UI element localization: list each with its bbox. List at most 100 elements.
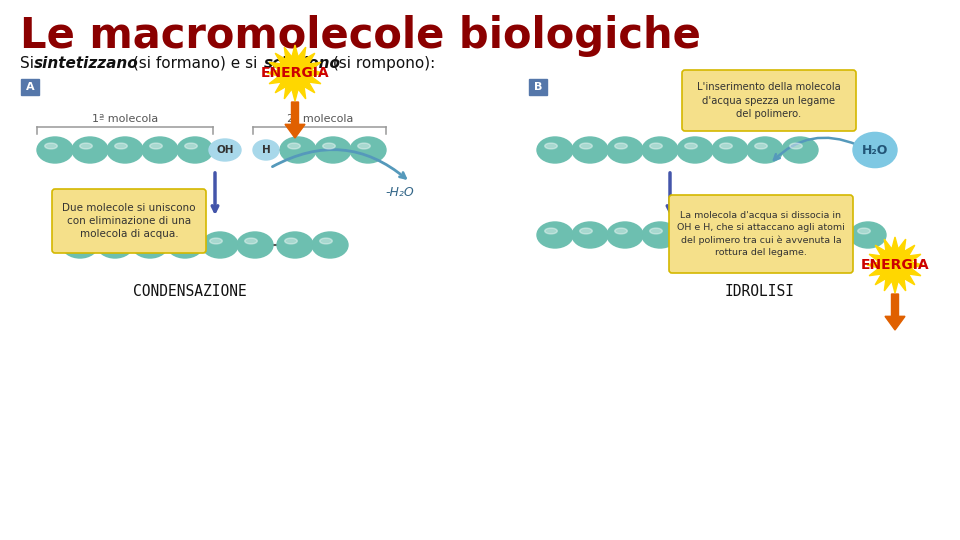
FancyBboxPatch shape: [682, 70, 856, 131]
Ellipse shape: [107, 137, 143, 163]
Text: OH: OH: [716, 230, 733, 240]
Ellipse shape: [857, 228, 871, 234]
Text: ENERGIA: ENERGIA: [861, 258, 929, 272]
Ellipse shape: [350, 137, 386, 163]
Text: H₂O: H₂O: [862, 144, 888, 157]
Text: (si formano) e si: (si formano) e si: [128, 56, 262, 71]
Ellipse shape: [280, 137, 316, 163]
Text: scindono: scindono: [264, 56, 341, 71]
Ellipse shape: [823, 228, 835, 234]
Ellipse shape: [614, 228, 627, 234]
Ellipse shape: [237, 232, 273, 258]
Text: sintetizzano: sintetizzano: [34, 56, 139, 71]
Ellipse shape: [790, 143, 803, 149]
Ellipse shape: [253, 140, 279, 160]
Text: H: H: [262, 145, 271, 155]
Ellipse shape: [642, 137, 678, 163]
Text: (si rompono):: (si rompono):: [328, 56, 435, 71]
Ellipse shape: [677, 137, 713, 163]
Ellipse shape: [114, 143, 128, 149]
Ellipse shape: [97, 232, 133, 258]
Ellipse shape: [782, 137, 818, 163]
Text: -H₂O: -H₂O: [386, 186, 415, 199]
Ellipse shape: [580, 228, 592, 234]
Ellipse shape: [712, 137, 748, 163]
Ellipse shape: [245, 238, 257, 244]
Ellipse shape: [202, 232, 238, 258]
Ellipse shape: [607, 137, 643, 163]
Ellipse shape: [209, 238, 223, 244]
Text: ENERGIA: ENERGIA: [261, 66, 329, 80]
Ellipse shape: [720, 143, 732, 149]
Ellipse shape: [320, 238, 332, 244]
Ellipse shape: [755, 143, 767, 149]
Ellipse shape: [537, 222, 573, 248]
Text: L'inserimento della molecola
d'acqua spezza un legame
del polimero.: L'inserimento della molecola d'acqua spe…: [697, 82, 841, 119]
Ellipse shape: [684, 143, 697, 149]
Ellipse shape: [62, 232, 98, 258]
Ellipse shape: [788, 228, 801, 234]
Ellipse shape: [614, 143, 627, 149]
Text: 1ª molecola: 1ª molecola: [92, 114, 158, 124]
FancyBboxPatch shape: [529, 79, 547, 95]
Ellipse shape: [150, 143, 162, 149]
Text: La molecola d'acqua si dissocia in
OH e H, che si attaccano agli atomi
del polim: La molecola d'acqua si dissocia in OH e …: [677, 212, 845, 256]
Ellipse shape: [684, 228, 697, 234]
Text: H: H: [761, 230, 770, 240]
FancyBboxPatch shape: [21, 79, 39, 95]
Ellipse shape: [167, 232, 203, 258]
Ellipse shape: [105, 238, 117, 244]
Polygon shape: [867, 237, 923, 293]
Text: Le macromolecole biologiche: Le macromolecole biologiche: [20, 15, 701, 57]
Text: Due molecole si uniscono
con eliminazione di una
molecola di acqua.: Due molecole si uniscono con eliminazion…: [62, 203, 196, 239]
FancyBboxPatch shape: [669, 195, 853, 273]
Ellipse shape: [580, 143, 592, 149]
Ellipse shape: [70, 238, 83, 244]
Ellipse shape: [572, 137, 608, 163]
Ellipse shape: [140, 238, 153, 244]
Ellipse shape: [72, 137, 108, 163]
Ellipse shape: [177, 137, 213, 163]
Ellipse shape: [544, 143, 558, 149]
FancyBboxPatch shape: [52, 189, 206, 253]
Ellipse shape: [753, 225, 779, 245]
FancyArrow shape: [285, 102, 305, 138]
Ellipse shape: [323, 143, 335, 149]
Ellipse shape: [853, 132, 897, 167]
Ellipse shape: [80, 143, 92, 149]
Ellipse shape: [209, 139, 241, 161]
Ellipse shape: [285, 238, 298, 244]
Ellipse shape: [815, 222, 851, 248]
Ellipse shape: [277, 232, 313, 258]
Ellipse shape: [642, 222, 678, 248]
Ellipse shape: [650, 228, 662, 234]
Text: IDROLISI: IDROLISI: [725, 284, 795, 299]
Ellipse shape: [37, 137, 73, 163]
Ellipse shape: [45, 143, 58, 149]
Ellipse shape: [537, 137, 573, 163]
Text: OH: OH: [216, 145, 233, 155]
Polygon shape: [267, 45, 323, 101]
Ellipse shape: [132, 232, 168, 258]
Ellipse shape: [544, 228, 558, 234]
Ellipse shape: [358, 143, 371, 149]
Ellipse shape: [312, 232, 348, 258]
Ellipse shape: [709, 224, 741, 246]
Ellipse shape: [780, 222, 816, 248]
Ellipse shape: [315, 137, 351, 163]
Ellipse shape: [650, 143, 662, 149]
Ellipse shape: [850, 222, 886, 248]
Text: A: A: [26, 82, 35, 92]
Ellipse shape: [142, 137, 178, 163]
Ellipse shape: [184, 143, 198, 149]
Ellipse shape: [677, 222, 713, 248]
Ellipse shape: [572, 222, 608, 248]
Ellipse shape: [288, 143, 300, 149]
Text: 2ª molecola: 2ª molecola: [287, 114, 353, 124]
FancyArrow shape: [885, 294, 905, 330]
Text: CONDENSAZIONE: CONDENSAZIONE: [133, 284, 247, 299]
Text: Si: Si: [20, 56, 38, 71]
Text: B: B: [534, 82, 542, 92]
Ellipse shape: [607, 222, 643, 248]
Ellipse shape: [747, 137, 783, 163]
